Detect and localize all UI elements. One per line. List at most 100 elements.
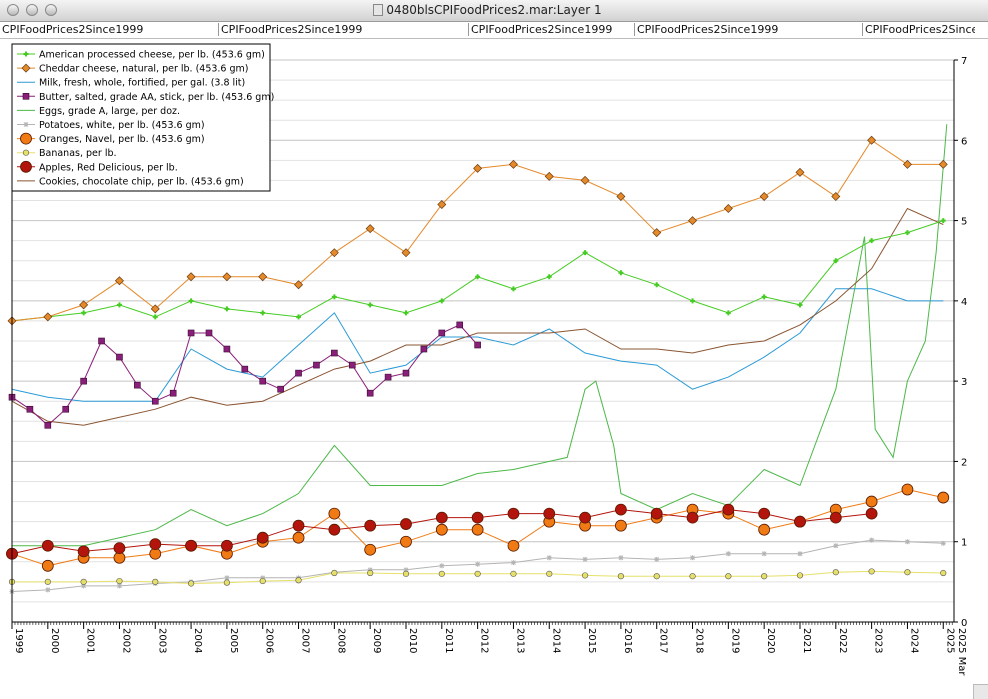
data-point bbox=[439, 298, 445, 304]
data-point bbox=[420, 345, 428, 353]
data-point bbox=[292, 531, 305, 544]
tab-4[interactable]: CPIFoodPrices2Since1999 bbox=[634, 23, 863, 36]
data-point bbox=[221, 539, 233, 552]
data-point bbox=[20, 132, 32, 145]
data-point bbox=[402, 570, 410, 577]
data-point bbox=[260, 575, 266, 581]
data-point bbox=[761, 551, 767, 557]
legend-label: Butter, salted, grade AA, stick, per lb.… bbox=[39, 92, 274, 103]
data-point bbox=[654, 282, 660, 288]
resize-grip[interactable] bbox=[973, 684, 988, 699]
data-point bbox=[45, 587, 51, 593]
data-point bbox=[62, 405, 70, 413]
data-point bbox=[581, 572, 589, 579]
data-point bbox=[401, 248, 411, 258]
data-point bbox=[543, 507, 556, 520]
data-point bbox=[77, 545, 90, 558]
data-point bbox=[367, 569, 374, 577]
data-point bbox=[26, 405, 34, 413]
data-point bbox=[149, 538, 162, 551]
data-point bbox=[364, 543, 377, 556]
data-point bbox=[296, 314, 302, 320]
data-point bbox=[867, 135, 877, 145]
tab-3[interactable]: CPIFoodPrices2Since1999 bbox=[468, 23, 635, 36]
legend-entry: Cookies, chocolate chip, per lb. (453.6 … bbox=[17, 176, 244, 187]
data-point bbox=[331, 569, 338, 577]
x-tick-label: 2025 bbox=[944, 628, 955, 653]
x-tick-label: 2009 bbox=[371, 628, 382, 653]
data-point bbox=[510, 570, 517, 577]
tab-5[interactable]: CPIFoodPrices2Since1 bbox=[862, 23, 975, 36]
data-point bbox=[686, 511, 699, 524]
data-point bbox=[865, 495, 878, 508]
data-point bbox=[295, 369, 302, 377]
data-point bbox=[438, 329, 446, 337]
x-tick-label: 2008 bbox=[335, 628, 346, 653]
y-tick-label: 7 bbox=[961, 56, 967, 67]
legend-entry: Milk, fresh, whole, fortified, per gal. … bbox=[17, 78, 245, 89]
data-point bbox=[116, 577, 123, 585]
series-line bbox=[12, 124, 948, 547]
series-butter bbox=[8, 321, 481, 429]
data-point bbox=[186, 272, 196, 282]
zoom-window-button[interactable] bbox=[45, 4, 57, 16]
data-point bbox=[725, 573, 732, 580]
data-point bbox=[722, 503, 735, 516]
x-tick-label: 2017 bbox=[658, 628, 669, 653]
data-point bbox=[365, 224, 375, 234]
series-cookies bbox=[11, 207, 944, 426]
series-oranges bbox=[6, 483, 950, 572]
data-point bbox=[580, 175, 590, 185]
data-point bbox=[188, 298, 194, 304]
window-title: 0480blsCPIFoodPrices2.mar:Layer 1 bbox=[386, 3, 602, 17]
data-point bbox=[331, 294, 337, 300]
data-point bbox=[295, 577, 302, 584]
x-tick-label: 2002 bbox=[120, 628, 131, 653]
tab-1[interactable]: CPIFoodPrices2Since1999 bbox=[2, 23, 144, 36]
data-point bbox=[260, 310, 266, 316]
series-line bbox=[11, 207, 944, 426]
data-point bbox=[116, 353, 123, 361]
data-point bbox=[758, 523, 771, 536]
data-point bbox=[833, 543, 839, 549]
data-point bbox=[328, 523, 341, 536]
data-point bbox=[652, 228, 662, 238]
data-point bbox=[400, 535, 412, 548]
data-point bbox=[331, 349, 338, 357]
x-tick-label: 2018 bbox=[694, 628, 705, 653]
data-point bbox=[81, 583, 87, 589]
legend-box bbox=[11, 43, 271, 192]
data-point bbox=[650, 507, 663, 520]
data-point bbox=[544, 171, 554, 181]
data-point bbox=[474, 570, 481, 577]
legend-label: Potatoes, white, per lb. (453.6 gm) bbox=[39, 120, 205, 131]
data-point bbox=[241, 365, 249, 373]
data-point bbox=[940, 569, 947, 577]
data-point bbox=[435, 511, 448, 524]
minimize-window-button[interactable] bbox=[26, 4, 38, 16]
data-point bbox=[761, 573, 768, 580]
data-point bbox=[367, 567, 373, 573]
data-point bbox=[688, 216, 698, 226]
x-tick-label: 2019 bbox=[729, 628, 740, 653]
data-point bbox=[829, 511, 842, 524]
close-window-button[interactable] bbox=[7, 4, 19, 16]
data-point bbox=[223, 345, 231, 353]
data-point bbox=[901, 483, 914, 496]
data-point bbox=[44, 578, 51, 585]
legend: American processed cheese, per lb. (453.… bbox=[11, 43, 274, 192]
data-point bbox=[259, 377, 267, 385]
data-point bbox=[134, 381, 141, 389]
data-point bbox=[113, 542, 126, 555]
x-tick-label: 2012 bbox=[479, 628, 490, 653]
y-tick-label: 3 bbox=[961, 377, 967, 388]
data-point bbox=[366, 389, 374, 397]
data-point bbox=[43, 312, 53, 322]
legend-entry: Potatoes, white, per lb. (453.6 gm) bbox=[17, 120, 205, 131]
data-point bbox=[689, 573, 696, 580]
x-tick-label: 2021 bbox=[801, 628, 812, 653]
data-point bbox=[758, 507, 771, 520]
legend-entry: American processed cheese, per lb. (453.… bbox=[17, 50, 265, 61]
tab-2[interactable]: CPIFoodPrices2Since1999 bbox=[218, 23, 469, 36]
x-tick-label: 2000 bbox=[49, 628, 60, 653]
